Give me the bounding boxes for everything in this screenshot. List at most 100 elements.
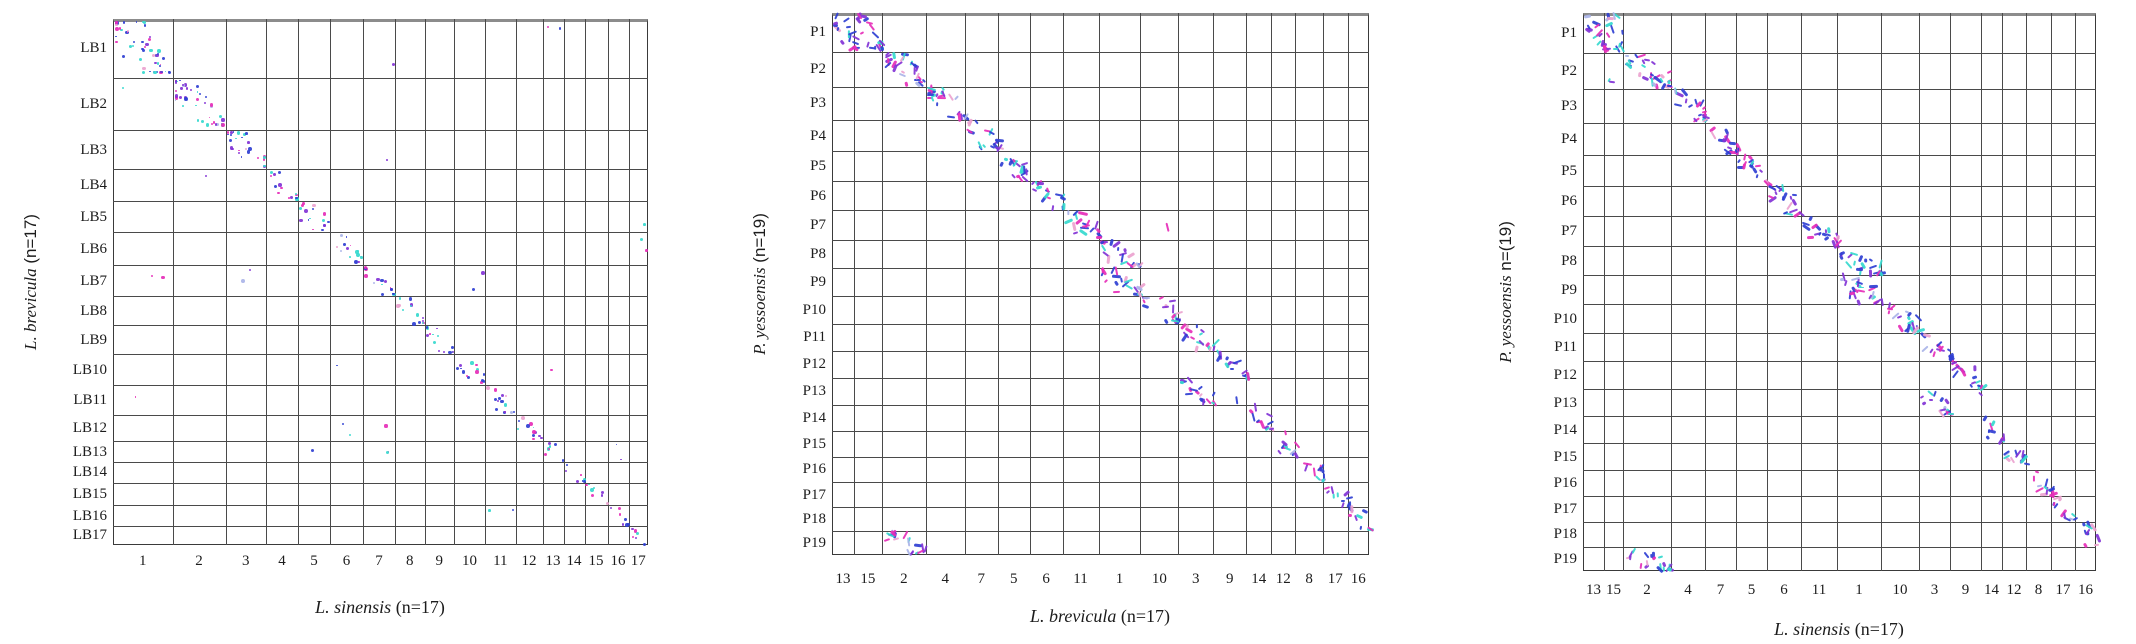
grid-line-vertical bbox=[2075, 13, 2076, 571]
synteny-dot bbox=[312, 228, 314, 231]
synteny-dot bbox=[1596, 39, 1602, 46]
grid-line-horizontal bbox=[1583, 216, 2096, 218]
synteny-dot bbox=[1827, 226, 1831, 234]
synteny-dot bbox=[1921, 400, 1926, 406]
synteny-dot bbox=[1330, 486, 1335, 495]
synteny-dot bbox=[1108, 238, 1114, 246]
synteny-dot bbox=[195, 97, 199, 101]
row-label: LB7 bbox=[80, 272, 107, 289]
synteny-dot bbox=[1970, 380, 1976, 385]
synteny-dot bbox=[877, 43, 883, 51]
synteny-dot bbox=[1741, 163, 1746, 171]
synteny-dot bbox=[504, 411, 506, 413]
synteny-dot bbox=[553, 442, 558, 447]
x-axis-title: L. sinensis (n=17) bbox=[315, 597, 445, 618]
synteny-dot bbox=[1868, 258, 1873, 262]
synteny-dot bbox=[625, 523, 629, 527]
synteny-dot bbox=[142, 49, 146, 53]
synteny-dot bbox=[2082, 521, 2086, 527]
synteny-dot bbox=[1870, 290, 1875, 299]
synteny-dot bbox=[269, 174, 272, 177]
y-axis-title: L. brevicula (n=17) bbox=[21, 214, 41, 350]
synteny-dot bbox=[1281, 440, 1289, 448]
synteny-dot bbox=[1693, 98, 1698, 106]
synteny-dot bbox=[914, 65, 919, 72]
synteny-dot bbox=[1095, 236, 1102, 239]
synteny-dot bbox=[548, 442, 552, 446]
grid-line-horizontal bbox=[1583, 89, 2096, 91]
synteny-dot bbox=[307, 218, 310, 221]
synteny-dot bbox=[1351, 505, 1354, 514]
synteny-dot bbox=[1034, 180, 1042, 190]
synteny-dot bbox=[1735, 148, 1739, 157]
synteny-dot bbox=[210, 122, 214, 126]
synteny-dot bbox=[1872, 299, 1880, 305]
synteny-dot bbox=[1017, 175, 1024, 183]
synteny-dot bbox=[1702, 117, 1708, 123]
synteny-dot bbox=[953, 95, 959, 101]
synteny-dot bbox=[1126, 261, 1134, 269]
row-label: LB8 bbox=[80, 302, 107, 319]
synteny-dot bbox=[475, 367, 479, 371]
synteny-dot bbox=[1848, 291, 1856, 296]
col-tick: 6 bbox=[1042, 571, 1050, 587]
synteny-dot bbox=[532, 430, 536, 434]
synteny-dot bbox=[840, 39, 846, 45]
synteny-dot bbox=[907, 537, 911, 548]
synteny-dot bbox=[1896, 314, 1903, 319]
synteny-dot bbox=[1856, 268, 1864, 272]
grid-line-vertical bbox=[1623, 13, 1624, 571]
synteny-dot bbox=[209, 103, 214, 107]
col-tick: 6 bbox=[1780, 582, 1788, 598]
synteny-dot bbox=[509, 411, 514, 415]
synteny-dot bbox=[1905, 323, 1911, 334]
col-tick: 11 bbox=[1073, 571, 1088, 587]
synteny-dot bbox=[957, 112, 962, 123]
synteny-dot bbox=[115, 21, 118, 24]
synteny-dot bbox=[218, 114, 222, 118]
synteny-dot bbox=[874, 45, 877, 51]
synteny-dot bbox=[241, 278, 245, 283]
synteny-dot bbox=[930, 93, 936, 98]
synteny-dot bbox=[1628, 550, 1634, 559]
synteny-dot bbox=[1043, 191, 1051, 199]
synteny-dot bbox=[1030, 181, 1036, 186]
synteny-dot bbox=[540, 436, 543, 439]
synteny-dot bbox=[852, 45, 860, 52]
grid-line-horizontal bbox=[832, 431, 1369, 432]
synteny-dot bbox=[1651, 82, 1657, 88]
synteny-dot bbox=[533, 430, 538, 435]
synteny-dot bbox=[451, 346, 454, 349]
synteny-dot bbox=[1951, 364, 1961, 372]
synteny-dot bbox=[494, 407, 499, 412]
synteny-dot bbox=[891, 60, 898, 69]
synteny-dot bbox=[155, 70, 158, 73]
synteny-dot bbox=[115, 22, 118, 25]
synteny-dot bbox=[977, 140, 983, 149]
synteny-dot bbox=[566, 464, 568, 466]
synteny-dot bbox=[1849, 251, 1859, 257]
synteny-dot bbox=[965, 128, 973, 135]
row-label: LB11 bbox=[73, 391, 107, 408]
synteny-dot bbox=[2052, 495, 2062, 501]
synteny-dot bbox=[999, 161, 1004, 168]
synteny-dot bbox=[1255, 418, 1261, 423]
synteny-dot bbox=[1613, 12, 1622, 19]
grid-line-horizontal bbox=[113, 129, 648, 131]
row-label: P9 bbox=[1561, 281, 1577, 298]
synteny-dot bbox=[913, 543, 923, 548]
row-label: LB13 bbox=[72, 443, 107, 460]
synteny-dot bbox=[1598, 32, 1604, 38]
synteny-dot bbox=[917, 75, 922, 82]
synteny-dot bbox=[913, 64, 920, 69]
synteny-dot bbox=[1122, 247, 1127, 253]
synteny-dot bbox=[1733, 148, 1738, 154]
synteny-dot bbox=[1079, 227, 1089, 230]
row-label: P19 bbox=[1553, 550, 1577, 567]
col-tick: 1 bbox=[139, 553, 147, 569]
synteny-dot bbox=[1618, 42, 1622, 49]
synteny-dot bbox=[387, 451, 390, 453]
synteny-dot bbox=[1609, 24, 1615, 34]
synteny-dot bbox=[883, 537, 890, 542]
synteny-dot bbox=[624, 517, 628, 521]
